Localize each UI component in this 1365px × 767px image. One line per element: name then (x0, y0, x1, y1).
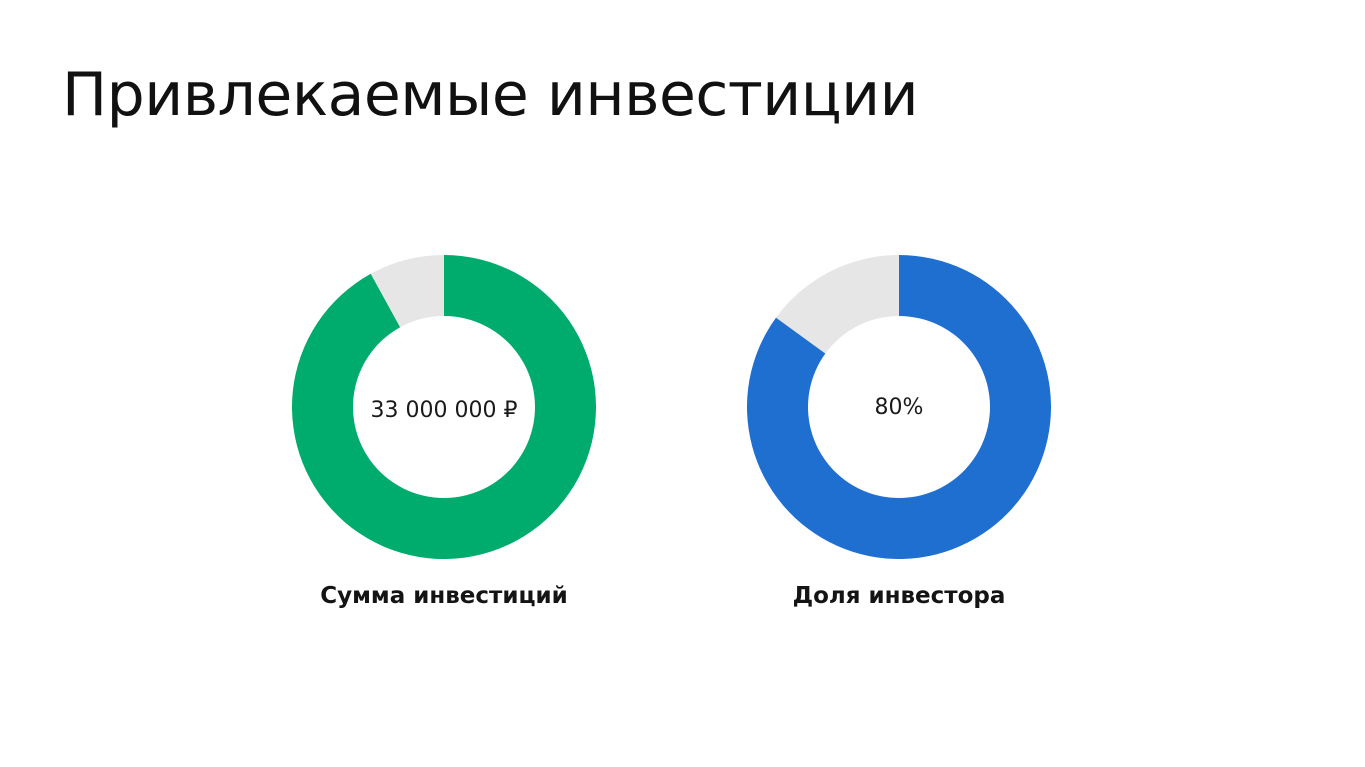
investment-sum-donut: 33 000 000 ₽ (292, 255, 596, 559)
investment-sum-chart: 33 000 000 ₽ Сумма инвестиций (291, 254, 597, 624)
donut-slices (747, 255, 1051, 559)
investor-share-caption: Доля инвестора (792, 583, 1006, 609)
investor-share-donut: 80% (747, 255, 1051, 559)
donut-slice-main (292, 255, 596, 559)
donut-slices (292, 255, 596, 559)
investment-sum-caption: Сумма инвестиций (320, 583, 568, 609)
investor-share-chart: 80% Доля инвестора (746, 254, 1052, 624)
page-title: Привлекаемые инвестиции (62, 60, 919, 130)
donut-slice-main (747, 255, 1051, 559)
investment-sum-value: 33 000 000 ₽ (371, 398, 518, 423)
donut-slice-remainder (370, 255, 444, 328)
donut-slice-remainder (776, 255, 899, 354)
investor-share-value: 80% (875, 395, 924, 420)
